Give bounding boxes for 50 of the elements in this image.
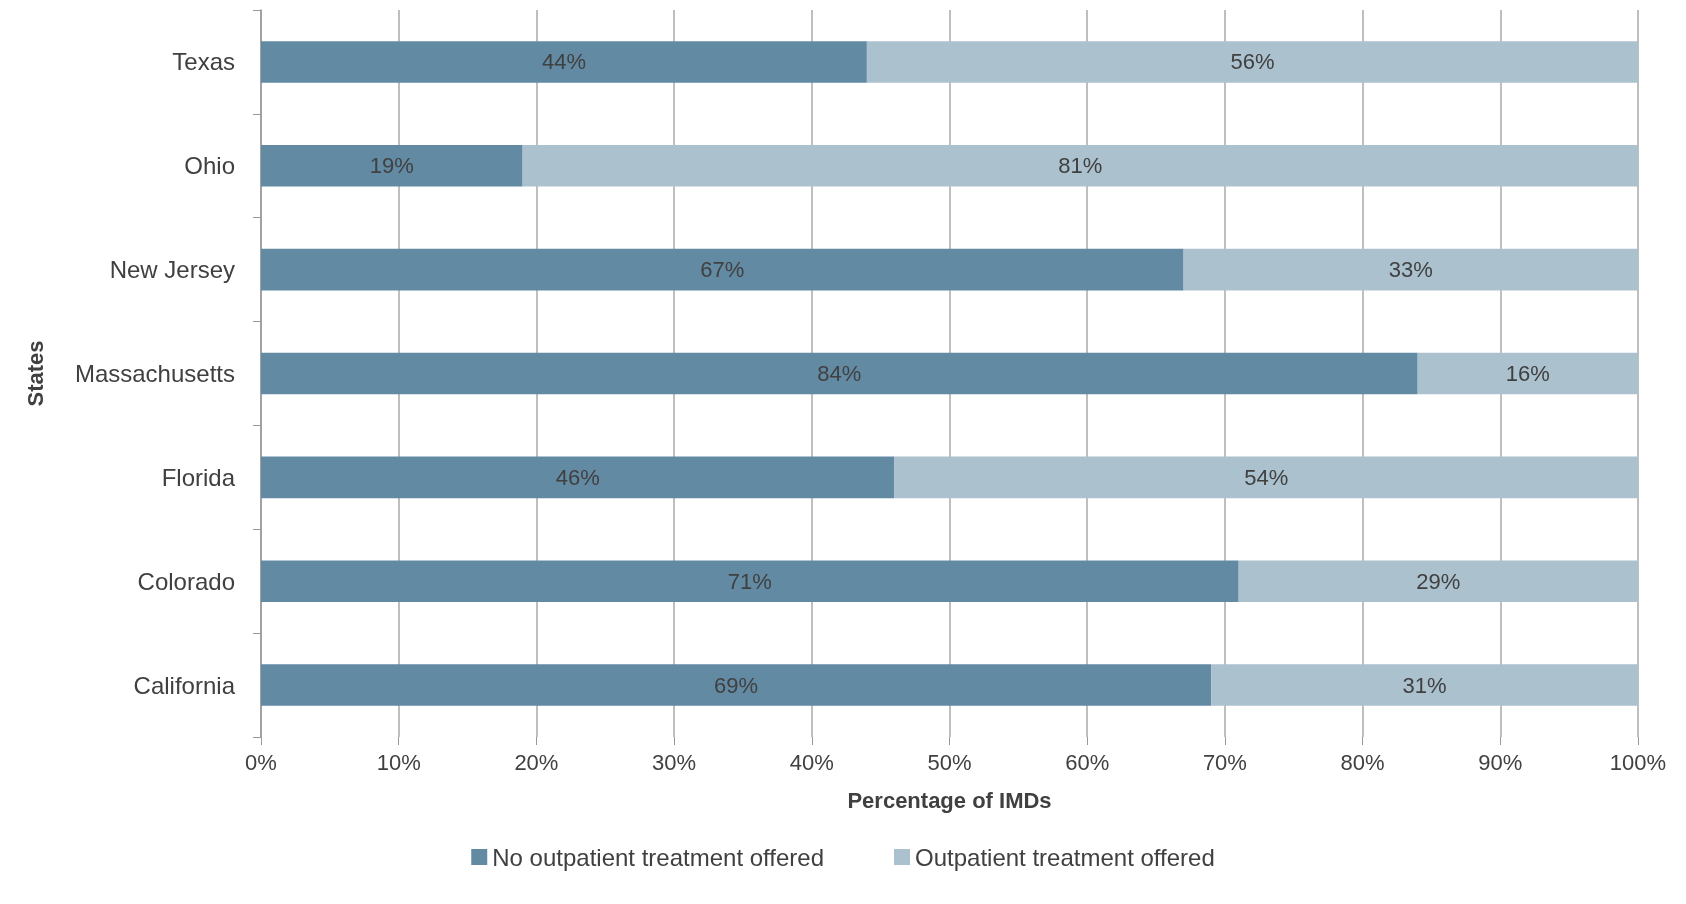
data-label: 69% — [714, 672, 759, 698]
x-tick-label: 100% — [1609, 749, 1667, 775]
data-label: 44% — [541, 49, 586, 75]
data-label: 19% — [369, 153, 414, 179]
x-tick-label: 40% — [789, 749, 834, 775]
x-tick-label: 60% — [1065, 749, 1110, 775]
x-tick-label: 30% — [652, 749, 697, 775]
data-label: 31% — [1402, 672, 1447, 698]
bar — [866, 41, 1638, 83]
y-tick-label: Ohio — [184, 152, 235, 180]
bar — [261, 664, 1212, 706]
x-tick-label: 50% — [927, 749, 972, 775]
bar — [261, 560, 1239, 602]
data-label: 84% — [817, 361, 862, 386]
data-label: 16% — [1505, 361, 1550, 386]
x-tick-label: 80% — [1340, 749, 1385, 775]
y-tick-label: Massachusetts — [74, 360, 235, 387]
data-label: 46% — [555, 464, 600, 490]
data-label: 81% — [1058, 153, 1103, 179]
x-tick-label: 90% — [1478, 749, 1523, 775]
y-tick-label: Texas — [172, 48, 235, 76]
bar — [1417, 352, 1638, 395]
bar — [522, 145, 1638, 187]
data-label: 71% — [727, 568, 772, 594]
bar — [1238, 560, 1638, 602]
legend-label: Outpatient treatment offered — [915, 843, 1215, 871]
bar — [261, 352, 1418, 395]
legend-label: No outpatient treatment offered — [492, 843, 825, 871]
x-tick-label: 0% — [245, 749, 277, 775]
bar — [261, 456, 895, 499]
data-label: 67% — [700, 257, 745, 283]
bar — [1183, 248, 1638, 291]
x-tick-label: 20% — [514, 749, 559, 775]
x-tick-label: 70% — [1202, 749, 1247, 775]
y-tick-label: Colorado — [137, 567, 235, 595]
data-label: 56% — [1230, 49, 1275, 75]
y-axis-title: States — [22, 340, 48, 407]
y-tick-label: Florida — [161, 463, 236, 491]
data-label: 54% — [1244, 464, 1289, 490]
data-label: 29% — [1416, 568, 1461, 594]
data-label: 33% — [1388, 257, 1433, 283]
bar — [261, 145, 523, 187]
bar — [1211, 664, 1638, 706]
bar — [894, 456, 1638, 499]
bar — [261, 41, 867, 83]
y-tick-label: New Jersey — [109, 256, 235, 284]
x-axis-title: Percentage of IMDs — [847, 787, 1052, 813]
x-tick-label: 10% — [376, 749, 421, 775]
bar — [261, 248, 1184, 291]
y-tick-label: California — [133, 671, 236, 699]
